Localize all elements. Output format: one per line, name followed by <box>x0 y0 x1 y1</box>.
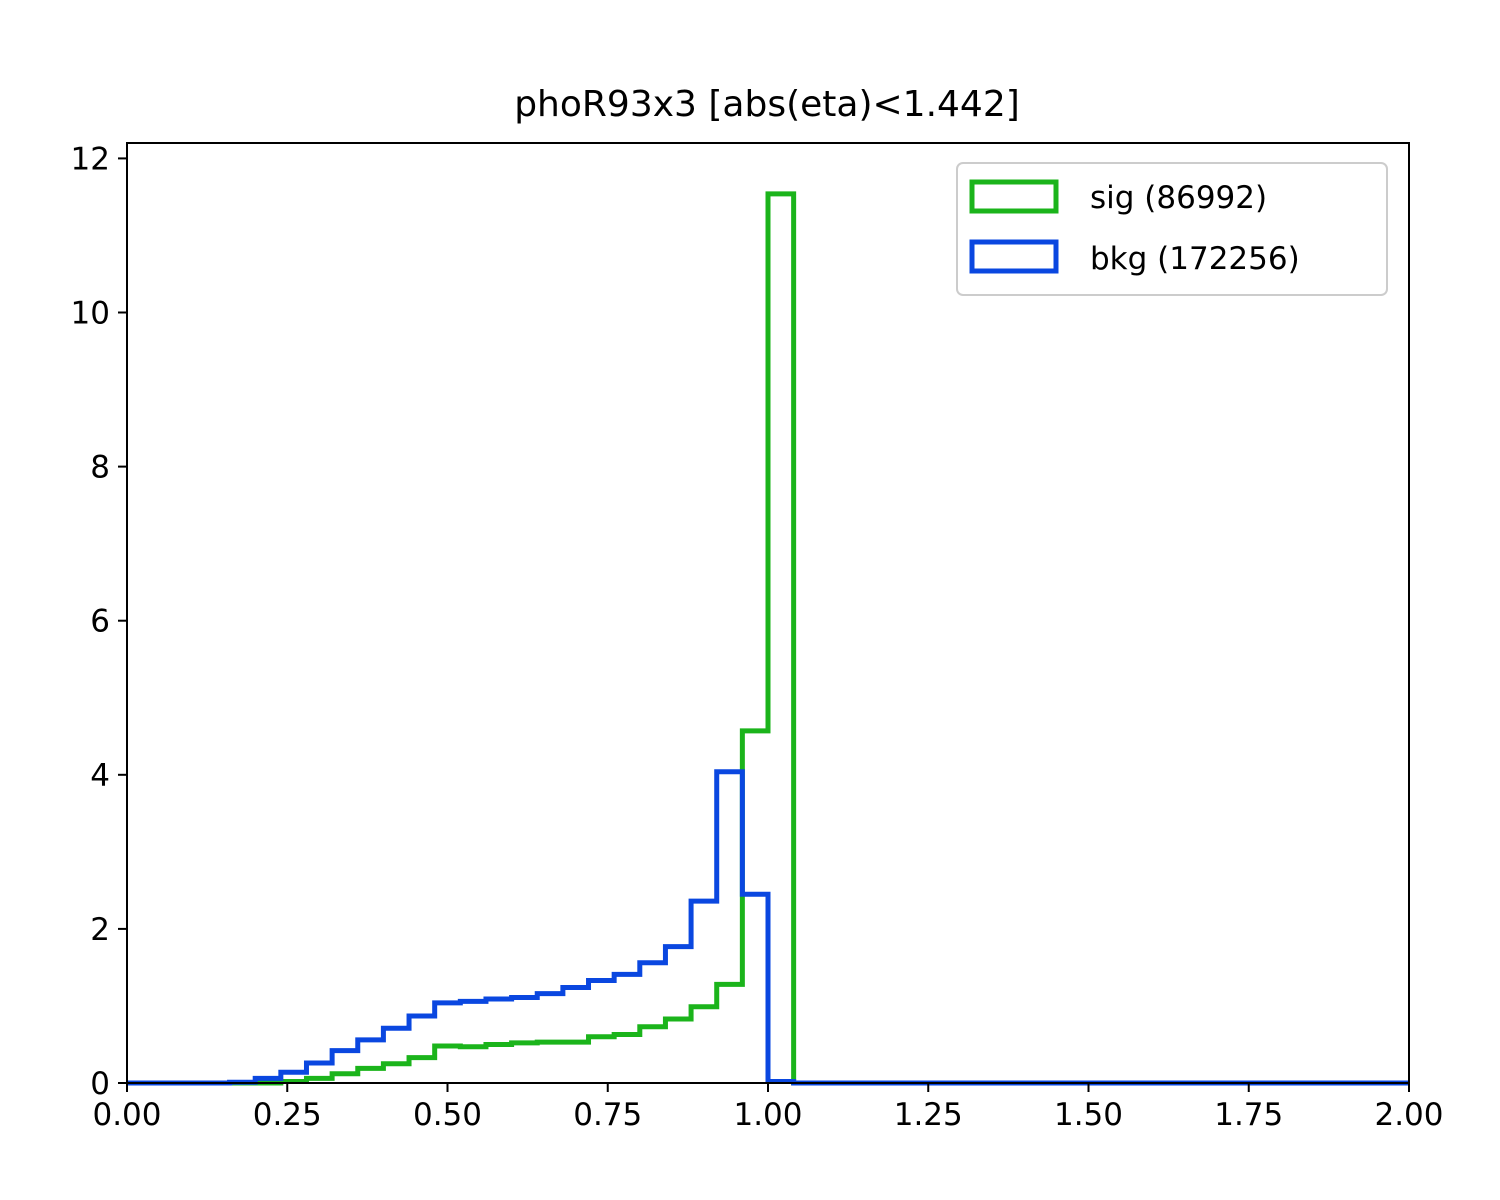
legend-label-sig: sig (86992) <box>1090 180 1267 216</box>
legend-label-bkg: bkg (172256) <box>1090 241 1300 277</box>
y-tick-label: 8 <box>90 450 110 486</box>
legend: sig (86992) bkg (172256) <box>956 162 1388 296</box>
y-axis: 0 2 4 6 8 10 12 <box>71 141 127 1102</box>
x-tick-label: 1.25 <box>894 1097 963 1133</box>
x-tick-label: 0.50 <box>413 1097 482 1133</box>
y-tick-label: 0 <box>90 1066 110 1102</box>
series-line-bkg <box>127 769 1409 1086</box>
legend-swatch-bkg <box>969 239 1059 274</box>
y-tick-label: 10 <box>71 296 110 332</box>
y-tick-label: 2 <box>90 912 110 948</box>
x-tick-label: 0.00 <box>92 1097 161 1133</box>
x-tick-label: 0.75 <box>573 1097 642 1133</box>
chart-title: phoR93x3 [abs(eta)<1.442] <box>514 84 1020 125</box>
y-tick-label: 12 <box>71 141 110 177</box>
x-tick-label: 0.25 <box>253 1097 322 1133</box>
y-tick-label: 4 <box>90 758 110 794</box>
x-tick-label: 1.50 <box>1054 1097 1123 1133</box>
series-layer <box>127 191 1409 1086</box>
legend-frame <box>956 162 1388 296</box>
x-axis: 0.00 0.25 0.50 0.75 1.00 1.25 1.50 1.75 2.00 <box>92 1083 1444 1133</box>
x-tick-label: 1.00 <box>733 1097 802 1133</box>
y-tick-label: 6 <box>90 604 110 640</box>
legend-swatch-sig <box>969 179 1059 214</box>
x-tick-label: 1.75 <box>1214 1097 1283 1133</box>
x-tick-label: 2.00 <box>1374 1097 1443 1133</box>
